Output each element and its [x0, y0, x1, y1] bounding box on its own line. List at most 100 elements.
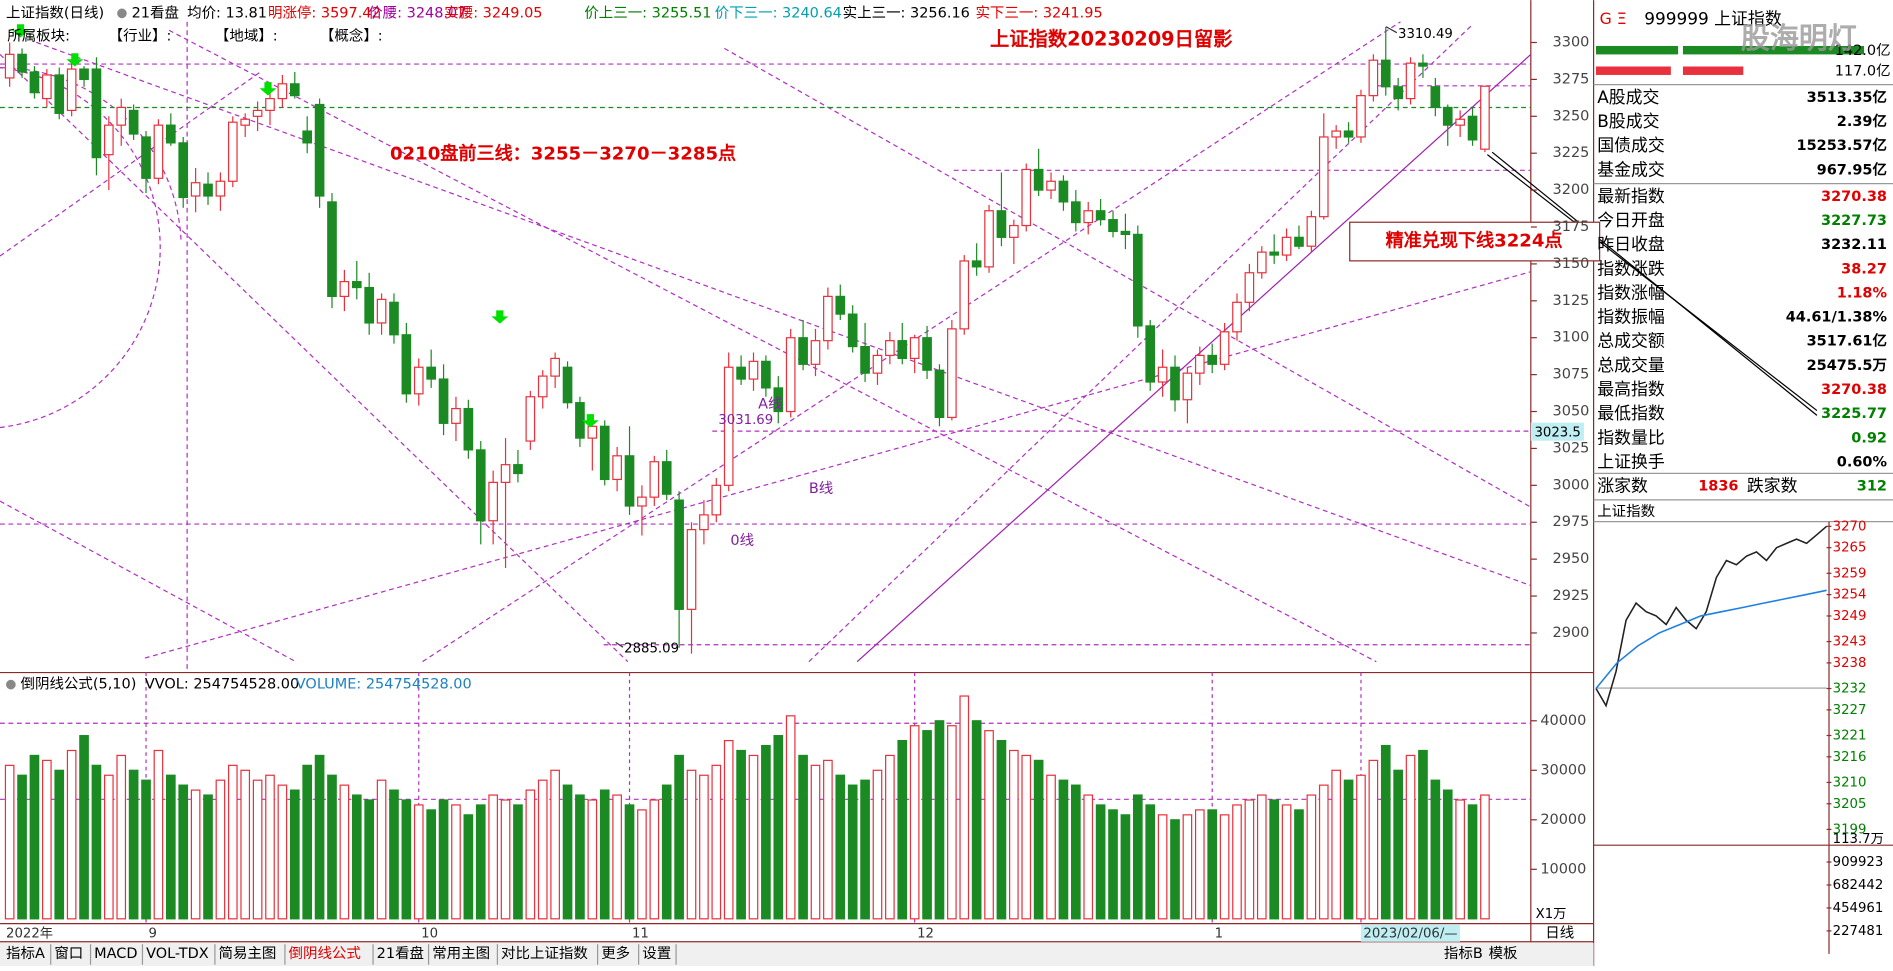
volume-bar [996, 739, 1007, 920]
stat-value: 3232.11 [1821, 237, 1887, 253]
volume-bar [413, 804, 424, 920]
stat-value: 1.18% [1837, 285, 1888, 301]
volume-bar [389, 789, 399, 920]
candle-body [599, 425, 610, 481]
indicator-value: VOLUME: 254754528.00 [296, 677, 472, 693]
y-tick-label: 3250 [1553, 108, 1590, 124]
volume-bar [1306, 794, 1317, 920]
y-tick-label: 3175 [1553, 219, 1590, 235]
volume-bar [1095, 804, 1106, 920]
candle-body [525, 396, 536, 442]
tab[interactable]: 指标B [1444, 945, 1483, 962]
y-tick-label: 3232 [1833, 682, 1867, 697]
candle-body [1294, 236, 1304, 247]
candle-body [1182, 372, 1193, 401]
volume-bar [66, 749, 77, 920]
volume-bar [1108, 809, 1118, 920]
candle-body [748, 360, 759, 380]
level-box [1530, 422, 1584, 441]
tab[interactable]: 倒阴线公式 [289, 945, 361, 962]
stat-value: 15253.57亿 [1797, 136, 1887, 154]
candle-body [1343, 130, 1354, 138]
candle-body [389, 301, 399, 336]
tab[interactable]: 对比上证指数 [501, 945, 588, 962]
volume-bar [1182, 814, 1193, 920]
volume-bar [909, 725, 920, 920]
candle-body [885, 340, 895, 357]
volume-bar [1083, 794, 1094, 920]
candle-body [1380, 59, 1391, 88]
candle-body [426, 366, 436, 380]
stat-label: 国债成交 [1597, 135, 1665, 155]
y-tick-label: 2950 [1553, 551, 1590, 567]
tab[interactable]: VOL-TDX [146, 946, 209, 962]
volume-bar [1380, 744, 1391, 920]
header-item: 上证指数(日线) [6, 4, 104, 21]
y-tick-label: 227481 [1833, 924, 1884, 939]
tab[interactable]: 模板 [1489, 944, 1518, 962]
volume-bar [1467, 804, 1478, 920]
x-tick-label: 9 [148, 926, 156, 941]
stat-value: 3270.38 [1821, 382, 1887, 398]
y-tick-label: 3205 [1833, 797, 1867, 812]
period-tab[interactable]: 日线 [1545, 924, 1574, 941]
y-tick-label: 3243 [1833, 635, 1867, 650]
volume-bar [1318, 784, 1329, 920]
candle-body [42, 74, 52, 100]
volume-bar [773, 735, 784, 920]
stat-value: 3517.61亿 [1807, 332, 1887, 350]
y-tick-label: 454961 [1833, 901, 1884, 916]
sector-label: 【行业】: [109, 27, 172, 44]
tab[interactable]: 窗口 [54, 944, 83, 962]
amount: 117.0亿 [1835, 62, 1891, 79]
tab[interactable]: 简易主图 [219, 945, 277, 962]
high-label: 3310.49 [1398, 27, 1453, 42]
stat-value: 0.60% [1837, 454, 1888, 470]
indicator-value: VVOL: 254754528.00 [145, 677, 299, 693]
candle-body [1269, 251, 1280, 256]
candle-body [1083, 210, 1094, 224]
candle-body [513, 464, 523, 475]
candle-body [1170, 366, 1180, 401]
callout-lines [1486, 151, 1818, 416]
volume-bar [798, 754, 808, 920]
stat-value: 44.61/1.38% [1786, 310, 1888, 326]
volume-unit: X1万 [1536, 907, 1567, 922]
y-tick-label: 909923 [1833, 855, 1884, 870]
volume-bar [1009, 749, 1019, 920]
stat-label: 上证换手 [1597, 451, 1665, 471]
volume-bar [785, 715, 796, 920]
candle-body [661, 461, 672, 495]
volume-bar [364, 799, 375, 920]
header-item: 实下三一: 3241.95 [975, 4, 1102, 21]
volume-bar [475, 804, 486, 920]
x-tick-label: 2023/02/06/— [1363, 926, 1457, 941]
volume-bar [537, 779, 548, 920]
candle-body [909, 337, 920, 359]
volume-bar [1132, 794, 1143, 920]
x-tick-label: 12 [917, 926, 934, 941]
header-item: 价下三一: 3240.64 [715, 5, 842, 21]
tab[interactable]: 指标A [6, 945, 45, 962]
stat-label: 基金成交 [1597, 159, 1665, 179]
tab[interactable]: MACD [94, 946, 137, 962]
volume-bar [141, 779, 151, 920]
candle-body [1157, 366, 1168, 383]
candle-body [1009, 224, 1019, 238]
stat-value: 2.39亿 [1837, 112, 1887, 130]
tab[interactable]: 21看盘 [377, 944, 424, 962]
y-tick-label: 3199 [1833, 822, 1867, 837]
breadth-label: 涨家数 [1597, 476, 1648, 496]
tab[interactable]: 常用主图 [432, 945, 490, 962]
stat-value: 3225.77 [1821, 406, 1887, 422]
candle-body [947, 328, 957, 419]
tab[interactable]: 设置 [642, 945, 671, 962]
security-code: 999999 上证指数 [1644, 8, 1782, 28]
volume-bar [203, 794, 213, 920]
volume-bar [934, 720, 945, 920]
candle-body [723, 366, 734, 486]
volume-bar [1207, 809, 1218, 920]
volume-bar [79, 735, 89, 920]
watermark: 股海明灯 [1741, 21, 1857, 55]
tab[interactable]: 更多 [601, 945, 630, 962]
